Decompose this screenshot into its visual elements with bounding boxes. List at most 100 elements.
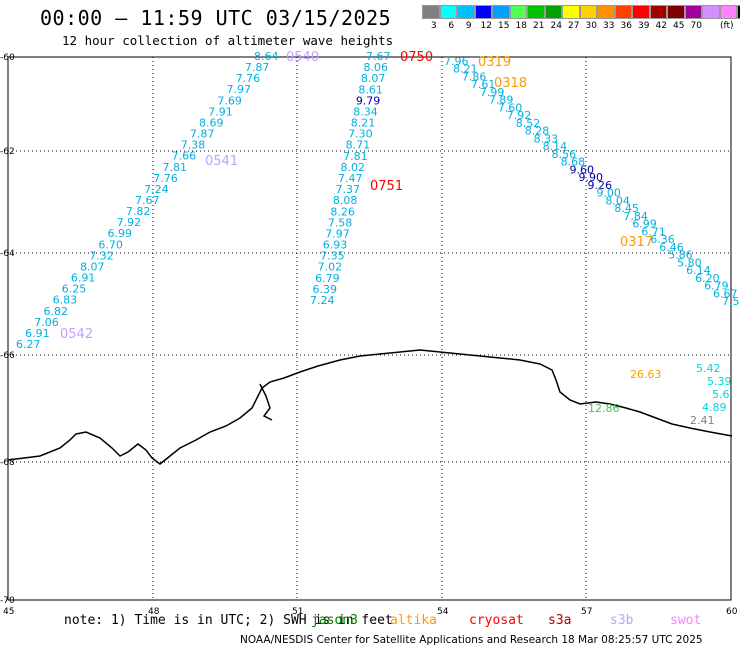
colorbar-labels: 3 6 9 12 15 18 21 24 27 30 33 36 39 42 45 70 xyxy=(422,21,705,31)
wave-height-value: 8.28 xyxy=(525,125,550,138)
wave-height-value: 7.67 xyxy=(135,194,160,207)
credit-line: NOAA/NESDIS Center for Satellite Applica… xyxy=(240,634,703,646)
colorbar-tick-label: 39 xyxy=(638,21,650,31)
wave-height-value: 4.89 xyxy=(702,401,727,414)
wave-height-value: 7.81 xyxy=(162,161,187,174)
longitude-tick-label: 54 xyxy=(437,607,449,617)
colorbar-swatch xyxy=(579,5,597,19)
colorbar-swatch xyxy=(667,5,685,19)
wave-height-value: 8.21 xyxy=(351,117,376,130)
coastline xyxy=(7,349,733,465)
wave-height-value: 6.70 xyxy=(98,238,123,251)
wave-height-value: 9.79 xyxy=(356,94,381,107)
pass-time-label: 0317 xyxy=(620,235,653,250)
wave-height-value: 9.60 xyxy=(570,163,595,176)
latitude-tick-label: -62 xyxy=(0,147,15,157)
wave-height-value: 7.82 xyxy=(126,205,151,218)
wave-height-value: 7.30 xyxy=(348,128,373,141)
colorbar-tick-label: 45 xyxy=(673,21,685,31)
wave-height-value: 9.90 xyxy=(579,171,604,184)
satellite-legend-item: cryosat xyxy=(469,613,524,628)
colorbar-swatch xyxy=(597,5,615,19)
wave-height-value: 7.76 xyxy=(153,172,178,185)
colorbar-tick-label: 18 xyxy=(515,21,527,31)
latitude-tick-label: -66 xyxy=(0,351,15,361)
longitude-tick-label: 60 xyxy=(726,607,738,617)
wave-height-value: 6.91 xyxy=(71,272,96,285)
longitude-tick-label: 48 xyxy=(148,607,160,617)
colorbar-tick-label: 12 xyxy=(480,21,492,31)
wave-height-value: 7.5 xyxy=(722,295,740,308)
wave-height-value: 7.97 xyxy=(227,83,252,96)
wave-height-value: 6.67 xyxy=(713,287,738,300)
wave-height-value: 7.87 xyxy=(190,128,215,141)
latitude-tick-label: -68 xyxy=(0,458,15,468)
wave-height-value: 5.39 xyxy=(707,375,732,388)
colorbar-swatch xyxy=(474,5,492,19)
wave-height-value: 5.86 xyxy=(668,249,693,262)
wave-height-value: 8.64 xyxy=(254,50,279,63)
colorbar-swatch xyxy=(422,5,440,19)
wave-height-value: 8.26 xyxy=(330,205,355,218)
colorbar-swatch xyxy=(527,5,545,19)
colorbar-tick-label: 42 xyxy=(655,21,667,31)
wave-height-value: 7.97 xyxy=(325,227,350,240)
colorbar-swatch xyxy=(614,5,632,19)
wave-height-value: 7.99 xyxy=(480,86,505,99)
pass-time-label: 0750 xyxy=(400,50,433,65)
longitude-tick-label: 45 xyxy=(3,607,14,617)
wave-height-value: 8.04 xyxy=(605,194,630,207)
wave-height-value: 6.99 xyxy=(632,218,657,231)
wave-height-value: 7.58 xyxy=(328,216,353,229)
wave-height-value: 7.89 xyxy=(489,94,514,107)
wave-height-value: 7.84 xyxy=(623,210,648,223)
wave-height-value: 6.46 xyxy=(659,241,684,254)
wave-height-value: 6.79 xyxy=(315,272,340,285)
satellite-legend-item: s3b xyxy=(610,613,634,628)
colorbar-tick-label: 9 xyxy=(465,21,472,31)
wave-height-value: 7.76 xyxy=(236,72,261,85)
wave-height-value: 8.07 xyxy=(361,72,386,85)
colorbar-swatch xyxy=(457,5,475,19)
graticule xyxy=(7,56,732,601)
wave-height-colorbar xyxy=(422,5,740,19)
wave-height-value: 6.14 xyxy=(686,264,711,277)
wave-height-value: 12.86 xyxy=(588,402,620,415)
wave-height-value: 6.82 xyxy=(43,305,68,318)
colorbar-tick-label: 15 xyxy=(498,21,510,31)
colorbar-tick-label: 3 xyxy=(430,21,437,31)
colorbar-swatch xyxy=(562,5,580,19)
map-frame xyxy=(7,56,732,601)
wave-height-value: 8.56 xyxy=(552,148,577,161)
wave-height-value: 8.14 xyxy=(543,140,568,153)
longitude-tick-label: 51 xyxy=(292,607,303,617)
colorbar-tick-label: 30 xyxy=(585,21,597,31)
wave-height-value: 8.07 xyxy=(80,260,105,273)
wave-height-value: 9.26 xyxy=(587,179,612,192)
wave-height-value: 5.42 xyxy=(696,362,721,375)
pass-time-label: 0751 xyxy=(370,179,403,194)
colorbar-swatch xyxy=(492,5,510,19)
wave-height-value: 8.68 xyxy=(561,156,586,169)
wave-height-value: 26.63 xyxy=(630,368,662,381)
satellite-legend-item: altika xyxy=(390,613,437,628)
satellite-legend-item: jason3 xyxy=(311,613,358,628)
wave-height-value: 8.71 xyxy=(346,139,371,152)
wave-height-value: 7.24 xyxy=(144,183,169,196)
wave-height-value: 2.41 xyxy=(690,414,715,427)
wave-height-value: 6.39 xyxy=(313,283,338,296)
latitude-tick-label: -64 xyxy=(0,249,15,259)
latitude-tick-label: -60 xyxy=(0,53,15,63)
pass-time-label: 0318 xyxy=(494,76,527,91)
colorbar-swatch xyxy=(702,5,720,19)
wave-height-value: 7.24 xyxy=(310,294,335,307)
colorbar-swatch xyxy=(719,5,737,19)
wave-height-value: 6.27 xyxy=(16,338,41,351)
wave-height-value: 8.33 xyxy=(534,132,559,145)
colorbar-swatch xyxy=(632,5,650,19)
colorbar-tick-label: 70 xyxy=(690,21,702,31)
colorbar-tick-label: 27 xyxy=(568,21,580,31)
colorbar-swatch xyxy=(649,5,667,19)
wave-height-value: 7.92 xyxy=(507,109,531,122)
wave-height-value: 8.69 xyxy=(199,116,224,129)
